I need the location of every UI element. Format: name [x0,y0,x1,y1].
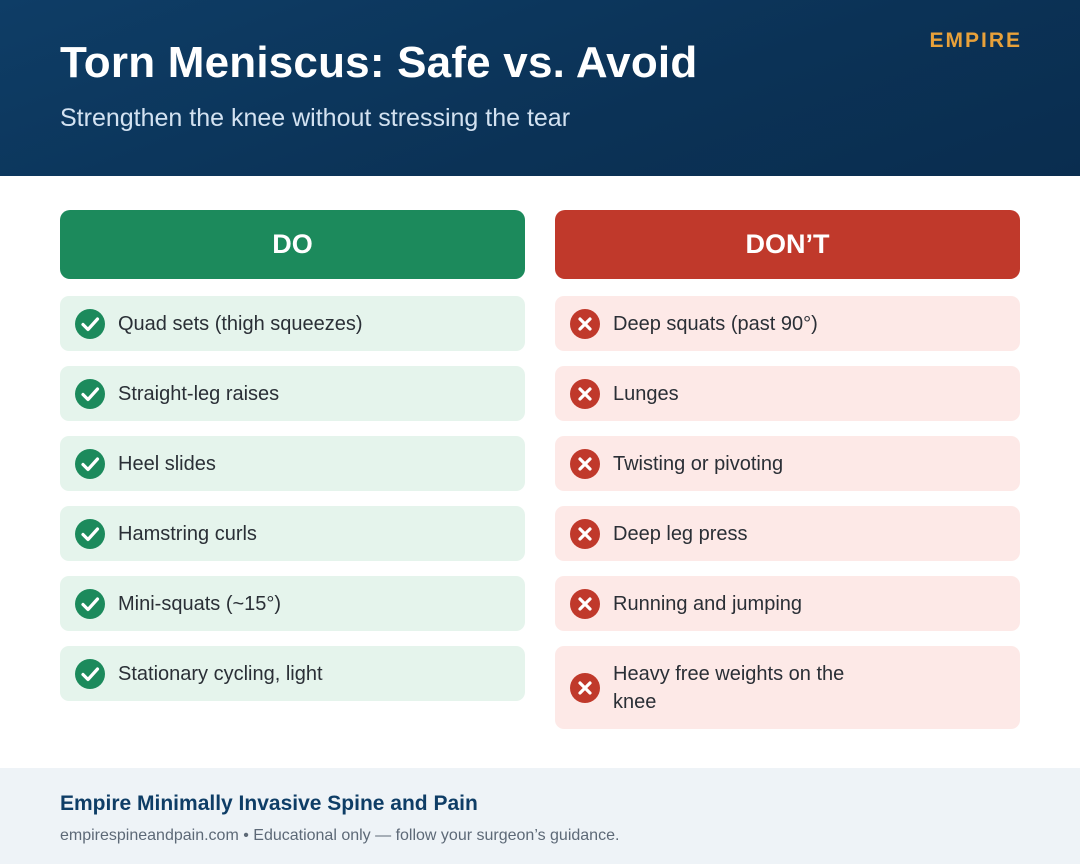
dont-item: Deep leg press [555,506,1020,561]
page-title: Torn Meniscus: Safe vs. Avoid [60,38,698,87]
dont-item-label: Twisting or pivoting [613,452,784,475]
do-item-label: Stationary cycling, light [118,662,323,685]
check-circle-icon [75,448,105,479]
do-item: Heel slides [60,436,525,491]
check-circle-icon [75,378,105,409]
dont-item: Deep squats (past 90°) [555,296,1020,351]
check-circle-icon [75,588,105,619]
dont-item: Heavy free weights on the knee [555,646,1020,729]
do-item: Mini-squats (~15°) [60,576,525,631]
do-item: Straight-leg raises [60,366,525,421]
do-item-label: Heel slides [118,452,216,475]
dont-item: Running and jumping [555,576,1020,631]
x-circle-icon [570,518,600,549]
dont-item-label: Running and jumping [613,592,803,615]
dont-column: DON’T Deep squats (past 90°) Lunges Twis… [555,210,1020,744]
x-circle-icon [570,588,600,619]
do-item-label: Hamstring curls [118,522,257,545]
x-circle-icon [570,308,600,339]
dont-item: Lunges [555,366,1020,421]
dont-item-label: Lunges [613,382,679,405]
do-heading: DO [60,210,525,279]
do-list: Quad sets (thigh squeezes) Straight-leg … [60,296,525,701]
do-item: Hamstring curls [60,506,525,561]
dont-list: Deep squats (past 90°) Lunges Twisting o… [555,296,1020,729]
footer: Empire Minimally Invasive Spine and Pain… [0,768,1080,864]
do-item-label: Mini-squats (~15°) [118,592,282,615]
dont-heading: DON’T [555,210,1020,279]
header-banner: Torn Meniscus: Safe vs. Avoid Strengthen… [0,0,1080,176]
check-circle-icon [75,308,105,339]
page-subtitle: Strengthen the knee without stressing th… [60,104,571,132]
x-circle-icon [570,672,600,703]
do-item-label: Quad sets (thigh squeezes) [118,312,363,335]
do-item: Quad sets (thigh squeezes) [60,296,525,351]
footer-title: Empire Minimally Invasive Spine and Pain [60,792,478,815]
check-circle-icon [75,518,105,549]
do-item-label: Straight-leg raises [118,382,280,405]
brand-logo: EMPIRE [929,29,1022,52]
dont-item-label: Heavy free weights on the knee [613,662,845,713]
dont-item: Twisting or pivoting [555,436,1020,491]
do-item: Stationary cycling, light [60,646,525,701]
dont-item-label: Deep squats (past 90°) [613,312,818,335]
footer-note: empirespineandpain.com • Educational onl… [60,827,620,844]
dont-item-label: Deep leg press [613,522,748,545]
do-column: DO Quad sets (thigh squeezes) Straight-l… [60,210,525,716]
check-circle-icon [75,658,105,689]
x-circle-icon [570,378,600,409]
x-circle-icon [570,448,600,479]
